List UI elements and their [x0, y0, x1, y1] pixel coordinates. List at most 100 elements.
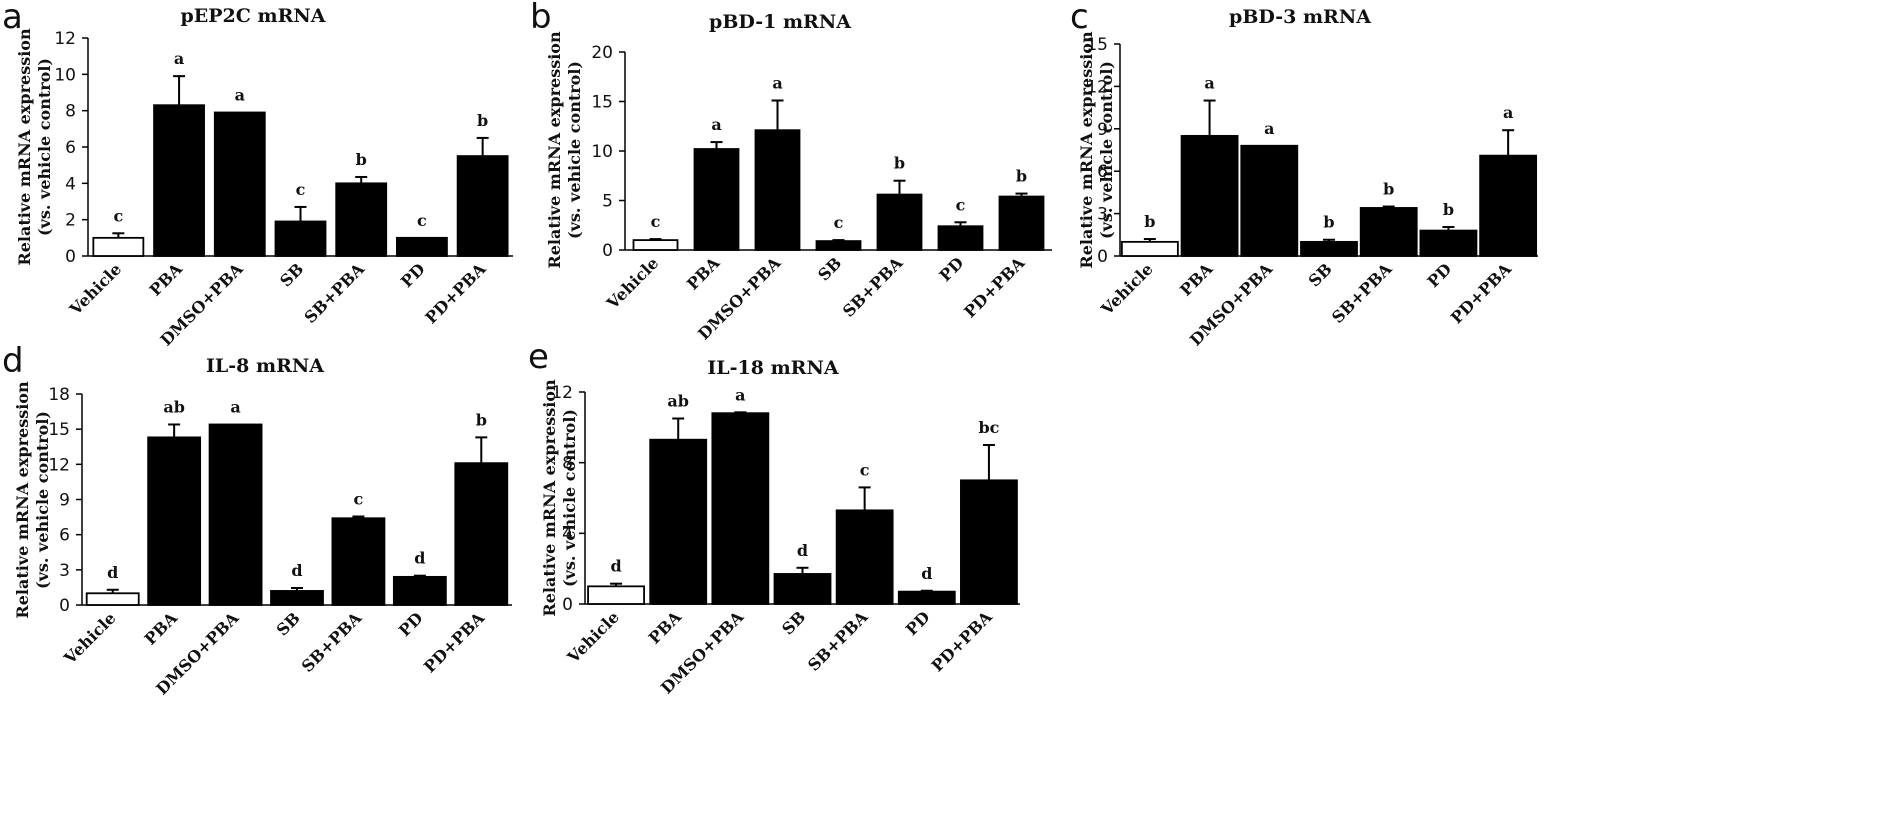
y-tick-label: 4	[65, 174, 76, 194]
y-axis-label-line1: Relative mRNA expression	[540, 379, 559, 617]
significance-label: a	[230, 397, 240, 416]
chart-title: IL-8 mRNA	[206, 355, 324, 377]
bar-pba	[1180, 134, 1239, 257]
y-tick-label: 8	[562, 454, 573, 474]
significance-label: a	[235, 85, 245, 104]
bar-pd	[392, 575, 447, 606]
significance-label: c	[834, 213, 844, 232]
x-tick-label: PD+PBA	[960, 253, 1028, 321]
y-axis-label-line2: (vs. vehicle control)	[35, 58, 54, 236]
bar-sb-plus-pba	[835, 509, 894, 605]
x-tick-label: PD+PBA	[421, 259, 489, 327]
y-axis-label: Relative mRNA expression(vs. vehicle con…	[1077, 31, 1116, 269]
significance-label: a	[1204, 74, 1214, 93]
x-tick-label: PD	[1424, 259, 1456, 291]
panel-letter: a	[2, 0, 23, 37]
x-tick-label: SB	[276, 259, 307, 290]
bar-sb-plus-pba	[331, 517, 386, 606]
y-tick-label: 20	[591, 43, 613, 63]
y-tick-label: 3	[59, 561, 70, 581]
bar-pba	[147, 436, 202, 606]
significance-label: c	[651, 212, 661, 231]
bar-sb	[270, 590, 324, 606]
significance-label: d	[797, 541, 808, 560]
significance-label: b	[356, 150, 367, 169]
significance-label: a	[1503, 103, 1513, 122]
x-tick-label: SB	[1305, 259, 1336, 290]
y-tick-label: 6	[65, 138, 76, 158]
x-tick-label: SB+PBA	[298, 608, 366, 676]
chart-panel-d: d IL-8 mRNA Relative mRNA expression(vs. v…	[2, 341, 512, 699]
chart-panel-a: a pEP2C mRNA Relative mRNA expression(vs. …	[2, 0, 513, 350]
x-tick-label: PD+PBA	[1447, 259, 1515, 327]
bar-dmso-plus-pba	[208, 423, 263, 606]
x-tick-label: SB+PBA	[301, 259, 369, 327]
bar-pd-plus-pba	[1479, 154, 1538, 257]
y-tick-label: 0	[59, 596, 70, 616]
y-tick-label: 8	[65, 102, 76, 122]
bar-sb-plus-pba	[335, 182, 388, 257]
bar-pd-plus-pba	[454, 462, 509, 606]
y-axis-label-line1: Relative mRNA expression	[1077, 31, 1096, 269]
bar-dmso-plus-pba	[1240, 144, 1299, 257]
x-tick-label: PD	[395, 608, 427, 640]
x-tick-label: Vehicle	[60, 608, 120, 668]
significance-label: d	[291, 561, 302, 580]
significance-label: b	[1016, 167, 1027, 186]
significance-label: c	[956, 195, 966, 214]
x-tick-label: Vehicle	[65, 259, 125, 319]
y-axis-label-line2: (vs. vehicle control)	[33, 411, 52, 589]
y-tick-label: 12	[54, 29, 76, 49]
bar-sb-plus-pba	[1359, 207, 1418, 257]
bar-pd	[937, 225, 984, 251]
bar-sb	[773, 573, 832, 605]
y-axis-label-line2: (vs. vehicle control)	[565, 61, 584, 239]
bar-pd	[1419, 229, 1478, 257]
bar-dmso-plus-pba	[754, 129, 801, 251]
y-tick-label: 3	[1097, 205, 1108, 225]
bar-sb-plus-pba	[876, 193, 923, 251]
bar-pd	[897, 590, 956, 605]
y-tick-label: 10	[591, 142, 613, 162]
x-tick-label: PBA	[645, 607, 686, 648]
y-tick-label: 6	[59, 526, 70, 546]
panel-letter: d	[2, 341, 24, 381]
y-axis-label-line1: Relative mRNA expression	[545, 31, 564, 269]
significance-label: d	[610, 557, 621, 576]
panel-letter: e	[528, 337, 549, 377]
significance-label: a	[735, 385, 745, 404]
bar-vehicle	[1120, 240, 1179, 257]
significance-label: b	[1144, 212, 1155, 231]
y-axis-label-line2: (vs. vehicle control)	[1097, 61, 1116, 239]
y-tick-label: 12	[551, 383, 573, 403]
bar-vehicle	[632, 239, 679, 251]
y-tick-label: 4	[562, 524, 573, 544]
chart-panel-b: b pBD-1 mRNA Relative mRNA expression(vs. …	[530, 0, 1052, 344]
y-tick-label: 12	[48, 455, 70, 475]
significance-label: c	[354, 489, 364, 508]
x-tick-label: SB+PBA	[839, 253, 907, 321]
bar-pba	[693, 148, 740, 251]
significance-label: ab	[163, 397, 185, 416]
y-tick-label: 6	[1097, 162, 1108, 182]
chart-title: pBD-1 mRNA	[709, 11, 851, 33]
bar-sb	[274, 220, 327, 257]
y-tick-label: 0	[562, 595, 573, 615]
chart-title: IL-18 mRNA	[707, 357, 838, 379]
significance-label: a	[711, 115, 721, 134]
bar-pd-plus-pba	[960, 479, 1018, 605]
significance-label: b	[1443, 200, 1454, 219]
bar-pd	[396, 236, 448, 257]
x-tick-label: Vehicle	[563, 607, 623, 667]
significance-label: d	[107, 563, 118, 582]
bar-pd-plus-pba	[456, 155, 509, 257]
chart-panel-c: c pBD-3 mRNA Relative mRNA expression(vs. …	[1070, 0, 1538, 350]
y-axis-label: Relative mRNA expression(vs. vehicle con…	[540, 379, 579, 617]
y-axis-label-line1: Relative mRNA expression	[15, 28, 34, 266]
x-tick-label: SB	[273, 608, 304, 639]
significance-label: b	[894, 154, 905, 173]
significance-label: b	[1323, 213, 1334, 232]
y-tick-label: 15	[48, 420, 70, 440]
x-tick-label: SB+PBA	[1328, 259, 1396, 327]
